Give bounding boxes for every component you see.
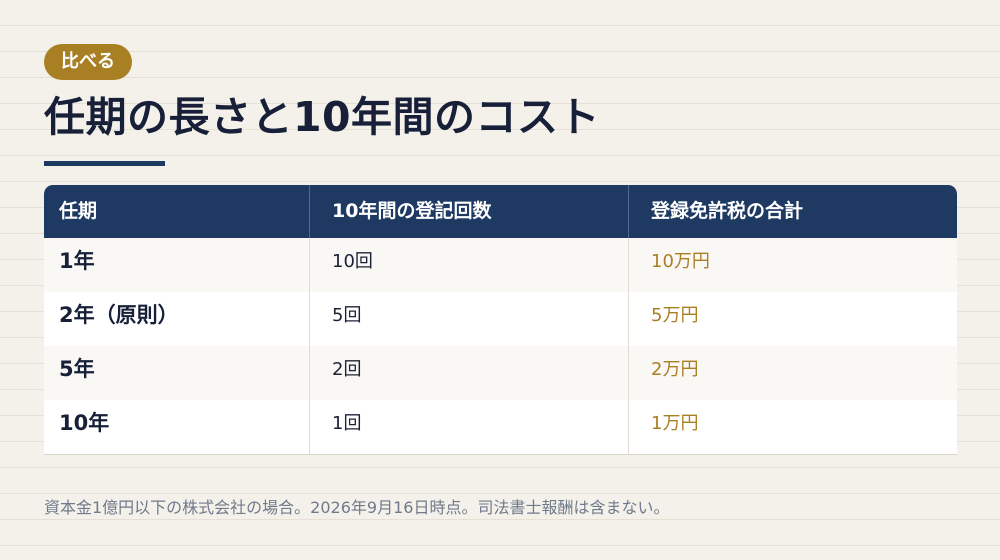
registration-count-cell: 10回 <box>309 238 628 292</box>
footnote: 資本金1億円以下の株式会社の場合。2026年9月16日時点。司法書士報酬は含まな… <box>44 498 670 517</box>
page-title: 任期の長さと10年間のコスト <box>44 93 601 141</box>
tax-total-cell: 10万円 <box>628 238 957 292</box>
term-cell: 5年 <box>59 357 95 381</box>
header-term: 任期 <box>59 200 98 222</box>
category-badge: 比べる <box>44 44 132 80</box>
term-cell: 1年 <box>59 249 95 273</box>
registration-count-cell: 5回 <box>309 292 628 346</box>
registration-count-cell: 2回 <box>309 346 628 400</box>
registration-count-cell: 1回 <box>309 400 628 454</box>
term-cell: 10年 <box>59 411 110 435</box>
table-row: 1年 10回 10万円 <box>44 238 957 292</box>
term-cell: 2年（原則） <box>59 303 179 327</box>
table-row: 2年（原則） 5回 5万円 <box>44 292 957 346</box>
header-registration-count: 10年間の登記回数 <box>309 185 628 238</box>
header-tax-total: 登録免許税の合計 <box>628 185 957 238</box>
table-row: 5年 2回 2万円 <box>44 346 957 400</box>
tax-total-cell: 2万円 <box>628 346 957 400</box>
tax-total-cell: 1万円 <box>628 400 957 454</box>
tax-total-cell: 5万円 <box>628 292 957 346</box>
table-row: 10年 1回 1万円 <box>44 400 957 454</box>
title-underline <box>44 161 165 166</box>
table-header-row: 任期 10年間の登記回数 登録免許税の合計 <box>44 185 957 238</box>
comparison-table: 任期 10年間の登記回数 登録免許税の合計 1年 10回 10万円 2年（原則）… <box>44 185 957 455</box>
